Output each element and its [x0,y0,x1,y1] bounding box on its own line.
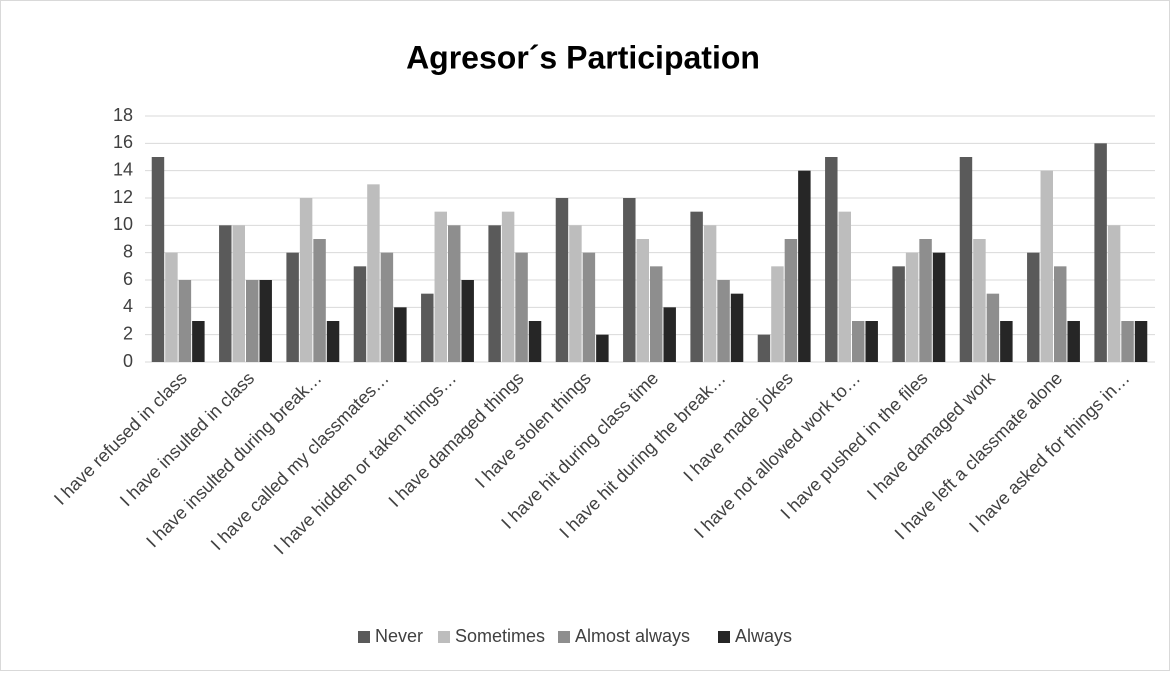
bar [286,252,299,362]
bar [690,211,703,362]
bar [528,321,542,362]
bar [165,252,178,362]
bar [757,334,771,362]
bar [663,307,676,362]
bar [905,252,919,362]
bar [959,157,973,362]
bar [825,157,838,362]
bar [192,321,205,362]
bar [892,266,905,362]
bar [771,266,784,362]
bar [448,225,461,362]
y-tick-label: 6 [123,269,133,289]
bar [353,266,367,362]
bar [798,170,811,362]
bar [488,225,501,362]
y-tick-label: 16 [113,132,133,152]
y-tick-label: 0 [123,351,133,371]
legend-label: Always [735,626,792,646]
bar [623,198,636,362]
y-tick-label: 8 [123,241,133,261]
bar [232,225,245,362]
bar [784,239,798,362]
bar [730,293,744,362]
legend-swatch [718,631,730,643]
bar [219,225,232,362]
y-tick-label: 2 [123,323,133,343]
bar [259,280,272,362]
bar [299,198,313,362]
bar [380,252,394,362]
legend-swatch [438,631,450,643]
bar [461,280,474,362]
bar [717,280,730,362]
bar [501,211,515,362]
legend-label: Almost always [575,626,690,646]
bar [1040,170,1053,362]
bar [569,225,582,362]
bar [1054,266,1067,362]
bar [1067,321,1080,362]
bar [838,211,851,362]
chart-title: Agresor´s Participation [406,39,760,75]
bar [596,334,609,362]
bar [394,307,407,362]
bar [973,239,986,362]
legend-swatch [358,631,370,643]
y-tick-label: 18 [113,105,133,125]
bar [178,280,192,362]
bar [582,252,596,362]
legend-swatch [558,631,570,643]
y-tick-label: 10 [113,214,133,234]
bar [313,239,326,362]
bar [421,293,434,362]
bar [1121,321,1134,362]
bar [852,321,865,362]
bar [515,252,528,362]
legend-label: Sometimes [455,626,545,646]
bar [1000,321,1013,362]
bar [367,184,380,362]
bar [1107,225,1121,362]
bar [932,252,946,362]
bar [434,211,447,362]
bar [326,321,340,362]
y-tick-label: 4 [123,296,133,316]
y-tick-label: 12 [113,187,133,207]
bar [986,293,1000,362]
bar [1134,321,1148,362]
bar [636,239,649,362]
bar [555,198,569,362]
bar [650,266,663,362]
bar [1027,252,1040,362]
bar [703,225,717,362]
bar [919,239,932,362]
bar [151,157,165,362]
bar [246,280,259,362]
bar [865,321,878,362]
bar [1094,143,1107,362]
y-tick-label: 14 [113,159,133,179]
legend-label: Never [375,626,423,646]
